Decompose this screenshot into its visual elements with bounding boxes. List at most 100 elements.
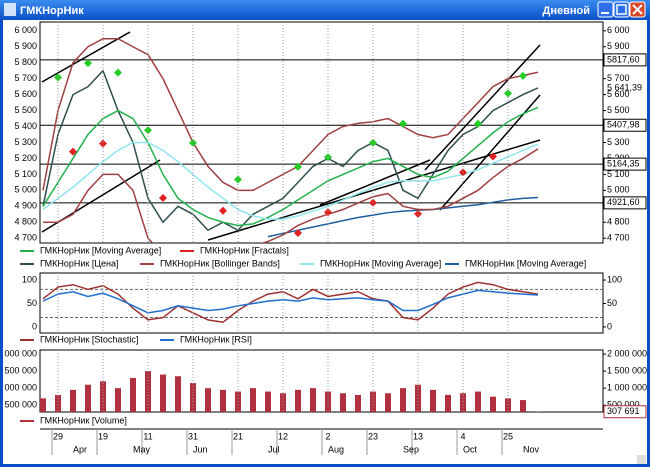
window-title: ГМКНорНик	[20, 5, 84, 17]
legend-label: ГМКНорНик [Stochastic]	[40, 334, 138, 344]
y-tick-label-right: 100	[607, 274, 622, 284]
y-tick-label: 100	[22, 274, 37, 284]
volume-bar	[520, 400, 526, 412]
x-tick-label: 12	[278, 431, 288, 441]
y-tick-label: 5 300	[14, 137, 37, 147]
y-tick-label: 5 200	[14, 153, 37, 163]
legend-label: ГМКНорНик [Цена]	[40, 258, 119, 268]
volume-bar	[70, 390, 76, 412]
y-tick-label: 5 000	[14, 185, 37, 195]
volume-bar	[130, 378, 136, 412]
y-tick-label-right: 4 800	[607, 217, 630, 227]
x-tick-label: 25	[503, 431, 513, 441]
window-mode: Дневной	[543, 5, 591, 17]
y-tick-label-right: 6 000	[607, 25, 630, 35]
x-tick-label: 2	[325, 431, 330, 441]
volume-bar	[340, 393, 346, 412]
y-tick-label: 5 500	[14, 105, 37, 115]
last-value-label: 5 641,39	[607, 82, 642, 92]
volume-bar	[490, 397, 496, 412]
y-tick-label: 5 800	[14, 57, 37, 67]
month-label: Jul	[268, 444, 280, 454]
y-tick-label: 5 600	[14, 89, 37, 99]
month-label: Aug	[328, 444, 344, 454]
legend-label: ГМКНорНик [Fractals]	[200, 245, 289, 255]
volume-bar	[220, 390, 226, 412]
month-label: Apr	[73, 444, 87, 454]
legend-label: ГМКНорНик [Moving Average]	[465, 258, 586, 268]
volume-bar	[400, 388, 406, 412]
legend-label: ГМКНорНик [Moving Average]	[40, 245, 161, 255]
volume-bar	[430, 390, 436, 412]
y-tick-label-right: 1 500 000	[607, 365, 647, 375]
y-tick-label-right: 5 300	[607, 137, 630, 147]
y-tick-label: 50	[27, 298, 37, 308]
y-tick-label: 2 000 000	[0, 348, 37, 358]
legend-label: ГМКНорНик [Bollinger Bands]	[160, 258, 280, 268]
volume-bar	[85, 385, 91, 412]
month-label: May	[133, 444, 151, 454]
y-tick-label: 5 400	[14, 121, 37, 131]
volume-bar	[310, 388, 316, 412]
level-label: 5407,98	[607, 120, 640, 130]
volume-bar	[160, 375, 166, 412]
y-tick-label-right: 1 000 000	[607, 383, 647, 393]
month-label: Sep	[403, 444, 419, 454]
volume-bar	[505, 398, 511, 412]
volume-bar	[175, 376, 181, 412]
last-value-label: 307 691	[607, 406, 640, 416]
y-tick-label-right: 0	[607, 321, 612, 331]
volume-bar	[205, 388, 211, 412]
legend-label: ГМКНорНик [Volume]	[40, 415, 127, 425]
y-tick-label-right: 5 500	[607, 105, 630, 115]
volume-bar	[265, 392, 271, 412]
volume-bar	[475, 392, 481, 412]
y-tick-label: 4 800	[14, 217, 37, 227]
month-label: Oct	[463, 444, 478, 454]
y-tick-label-right: 4 700	[607, 233, 630, 243]
level-label: 4921,60	[607, 197, 640, 207]
legend-label: ГМКНорНик [Moving Average]	[320, 258, 441, 268]
minimize-button[interactable]	[598, 2, 613, 17]
y-tick-label: 500 000	[4, 400, 37, 410]
month-label: Jun	[193, 444, 208, 454]
volume-bar	[250, 388, 256, 412]
volume-bar	[280, 393, 286, 412]
y-tick-label: 0	[32, 321, 37, 331]
y-tick-label-right: 5 000	[607, 185, 630, 195]
month-label: Nov	[523, 444, 540, 454]
y-tick-label: 4 700	[14, 233, 37, 243]
x-tick-label: 19	[98, 431, 108, 441]
volume-bar	[460, 393, 466, 412]
x-tick-label: 29	[53, 431, 63, 441]
y-tick-label: 5 100	[14, 169, 37, 179]
y-tick-label: 1 500 000	[0, 365, 37, 375]
volume-bar	[55, 395, 61, 412]
legend-label: ГМКНорНик [RSI]	[180, 334, 252, 344]
y-tick-label-right: 50	[607, 298, 617, 308]
volume-bar	[115, 388, 121, 412]
y-tick-label: 5 900	[14, 41, 37, 51]
volume-bar	[355, 395, 361, 412]
volume-bar	[40, 398, 46, 412]
x-tick-label: 23	[368, 431, 378, 441]
y-tick-label-right: 2 000 000	[607, 348, 647, 358]
y-tick-label: 4 900	[14, 201, 37, 211]
level-label: 5164,35	[607, 158, 640, 168]
x-tick-label: 21	[233, 431, 243, 441]
x-tick-label: 4	[460, 431, 465, 441]
x-tick-label: 13	[413, 431, 423, 441]
resize-grip	[637, 455, 646, 464]
volume-bar	[445, 395, 451, 412]
y-tick-label: 5 700	[14, 73, 37, 83]
window-icon	[4, 3, 16, 16]
y-tick-label: 1 000 000	[0, 383, 37, 393]
y-tick-label-right: 5 900	[607, 41, 630, 51]
x-tick-label: 11	[143, 431, 152, 441]
level-label: 5817,60	[607, 54, 640, 64]
volume-bar	[295, 390, 301, 412]
x-tick-label: 31	[188, 431, 198, 441]
y-tick-label: 6 000	[14, 25, 37, 35]
volume-bar	[385, 393, 391, 412]
